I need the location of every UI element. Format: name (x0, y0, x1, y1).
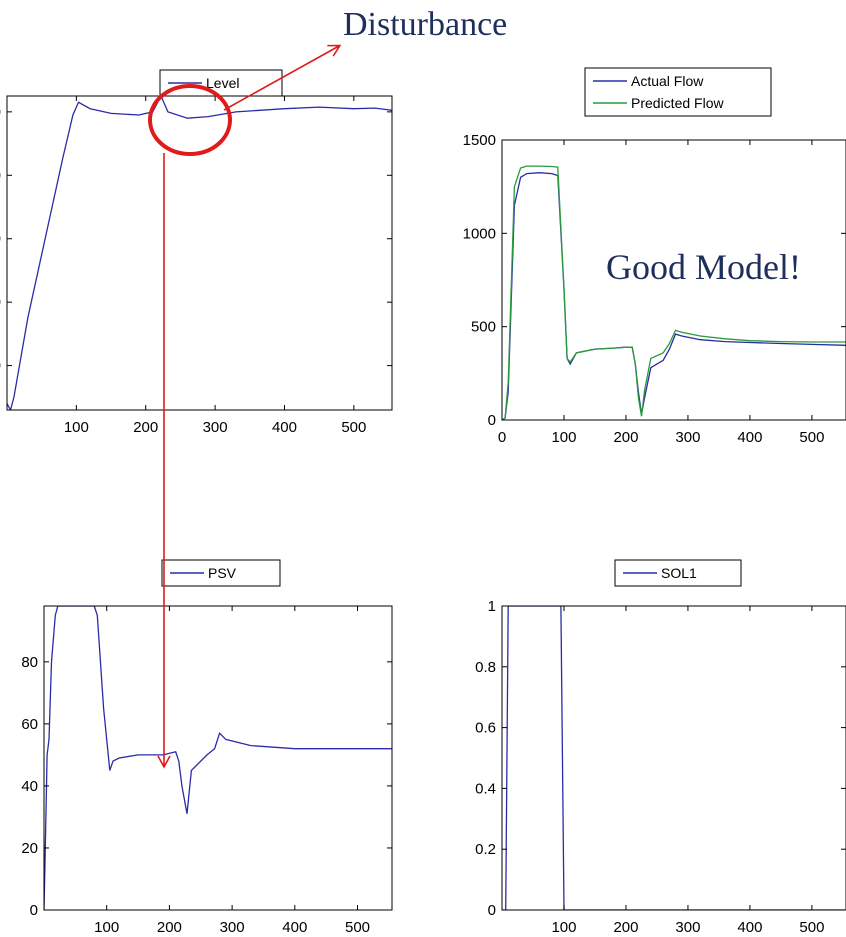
x-tick-label: 300 (675, 919, 700, 932)
y-tick-label: 0.6 (475, 720, 496, 737)
series-line-psv (44, 606, 392, 910)
subplot-2: 0 100 200 300 400 500 0 500 1000 1500 Actual Flow P… (463, 67, 846, 446)
subplot-3: 100 200 300 400 500 0 20 40 60 80 PSV (21, 559, 393, 936)
disturbance-pointer-arrow (223, 44, 342, 111)
legend-box (161, 559, 281, 587)
x-tick-label: 500 (341, 419, 366, 436)
y-tick-label: 100 (0, 104, 1, 121)
x-tick-label: 400 (282, 919, 307, 932)
good-model-annotation: Good Model! (606, 247, 801, 287)
y-tick-label: 0 (488, 902, 496, 919)
y-tick-label: 1 (488, 598, 496, 615)
x-tick-label: 400 (737, 919, 762, 932)
y-tick-label: 80 (21, 654, 38, 671)
y-tick-label: 0 (30, 902, 38, 919)
series-line-sol1 (502, 606, 846, 910)
x-tick-label: 0 (498, 429, 506, 446)
x-tick-label: 500 (799, 429, 824, 446)
annotation-overlay (148, 44, 342, 769)
x-tick-label: 100 (551, 919, 576, 932)
axes-frame (43, 605, 393, 911)
legend: Level (159, 69, 283, 97)
legend: Actual Flow Predicted Flow (584, 67, 772, 117)
disturbance-annotation: Disturbance (343, 6, 508, 43)
x-tick-label: 100 (64, 419, 89, 436)
y-tick-label: 500 (471, 319, 496, 336)
y-tick-label: 60 (0, 231, 1, 248)
disturbance-highlight-circle (148, 84, 232, 156)
x-tick-label: 500 (799, 919, 824, 932)
y-tick-label: 1500 (463, 132, 496, 149)
x-tick-label: 400 (737, 429, 762, 446)
y-tick-label: 1000 (463, 225, 496, 242)
y-tick-label: 80 (0, 167, 1, 184)
legend-label: SOL1 (661, 565, 697, 581)
legend: SOL1 (614, 559, 742, 587)
legend-box (584, 67, 772, 117)
y-tick-label: 40 (0, 294, 1, 311)
x-tick-label: 200 (157, 919, 182, 932)
x-tick-label: 400 (272, 419, 297, 436)
axes-frame (501, 139, 846, 421)
y-tick-label: 0.4 (475, 780, 496, 797)
legend-label: Predicted Flow (631, 95, 724, 111)
y-tick-label: 0 (488, 412, 496, 429)
x-tick-label: 300 (203, 419, 228, 436)
series-line-actual-flow (502, 172, 846, 420)
y-tick-label: 0.8 (475, 659, 496, 676)
x-tick-label: 500 (345, 919, 370, 932)
x-tick-label: 100 (94, 919, 119, 932)
legend-label: Actual Flow (631, 73, 704, 89)
legend-label: PSV (208, 565, 237, 581)
x-tick-label: 100 (551, 429, 576, 446)
subplot-1: 100 200 300 400 500 20 40 60 80 100 Level (0, 69, 393, 436)
y-tick-label: 0.2 (475, 841, 496, 858)
y-tick-label: 40 (21, 778, 38, 795)
x-tick-label: 300 (675, 429, 700, 446)
series-line-level (7, 96, 392, 410)
axes-frame (501, 605, 846, 911)
legend: PSV (161, 559, 281, 587)
x-tick-label: 200 (133, 419, 158, 436)
y-tick-label: 60 (21, 716, 38, 733)
y-tick-label: 20 (0, 358, 1, 375)
x-tick-label: 200 (613, 429, 638, 446)
x-tick-label: 300 (220, 919, 245, 932)
subplot-4: 100 200 300 400 500 0 0.2 0.4 0.6 0.8 1 SOL1 (475, 559, 846, 936)
x-tick-label: 200 (613, 919, 638, 932)
axes-frame (6, 95, 393, 411)
series-line-predicted-flow (502, 165, 846, 420)
y-tick-label: 20 (21, 840, 38, 857)
legend-label: Level (206, 75, 239, 91)
